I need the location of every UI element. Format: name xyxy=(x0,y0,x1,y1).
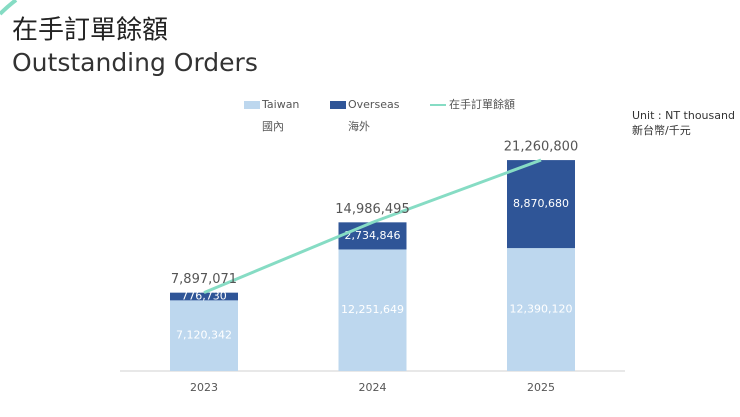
value-label: 776,730 xyxy=(181,290,227,303)
bar-segment xyxy=(338,249,407,371)
x-tick-label: 2024 xyxy=(359,381,387,394)
value-label: 12,251,649 xyxy=(341,303,404,316)
value-label: 2,734,846 xyxy=(345,229,401,242)
chart-subtitle: Outstanding Orders xyxy=(12,48,258,77)
bar-segment xyxy=(507,248,575,371)
unit-label: Unit : NT thousand xyxy=(632,109,735,122)
legend-label: Overseas xyxy=(348,98,400,111)
bar-segment xyxy=(170,300,238,371)
value-label: 12,390,120 xyxy=(510,303,573,316)
x-tick-label: 2023 xyxy=(190,381,218,394)
chart-title: 在手訂單餘額 xyxy=(12,16,168,46)
legend-label-zh: 國內 xyxy=(262,120,284,133)
unit-label-zh: 新台幣/千元 xyxy=(632,123,691,137)
bar-segment xyxy=(507,160,575,249)
total-line xyxy=(203,158,542,295)
legend-label-zh: 海外 xyxy=(348,119,370,133)
value-label: 7,120,342 xyxy=(176,329,232,342)
legend-label: Taiwan xyxy=(261,98,299,111)
value-label: 8,870,680 xyxy=(513,197,569,210)
total-label: 21,260,800 xyxy=(504,140,578,155)
bar-segment xyxy=(170,292,238,301)
legend-swatch xyxy=(330,101,346,109)
legend-label: 在手訂單餘額 xyxy=(449,97,515,111)
corner-decoration xyxy=(0,0,18,16)
bar-segment xyxy=(338,222,407,250)
x-tick-label: 2025 xyxy=(527,381,555,394)
total-label: 14,986,495 xyxy=(335,202,409,217)
total-label: 7,897,071 xyxy=(171,272,237,287)
legend-swatch xyxy=(244,101,260,109)
